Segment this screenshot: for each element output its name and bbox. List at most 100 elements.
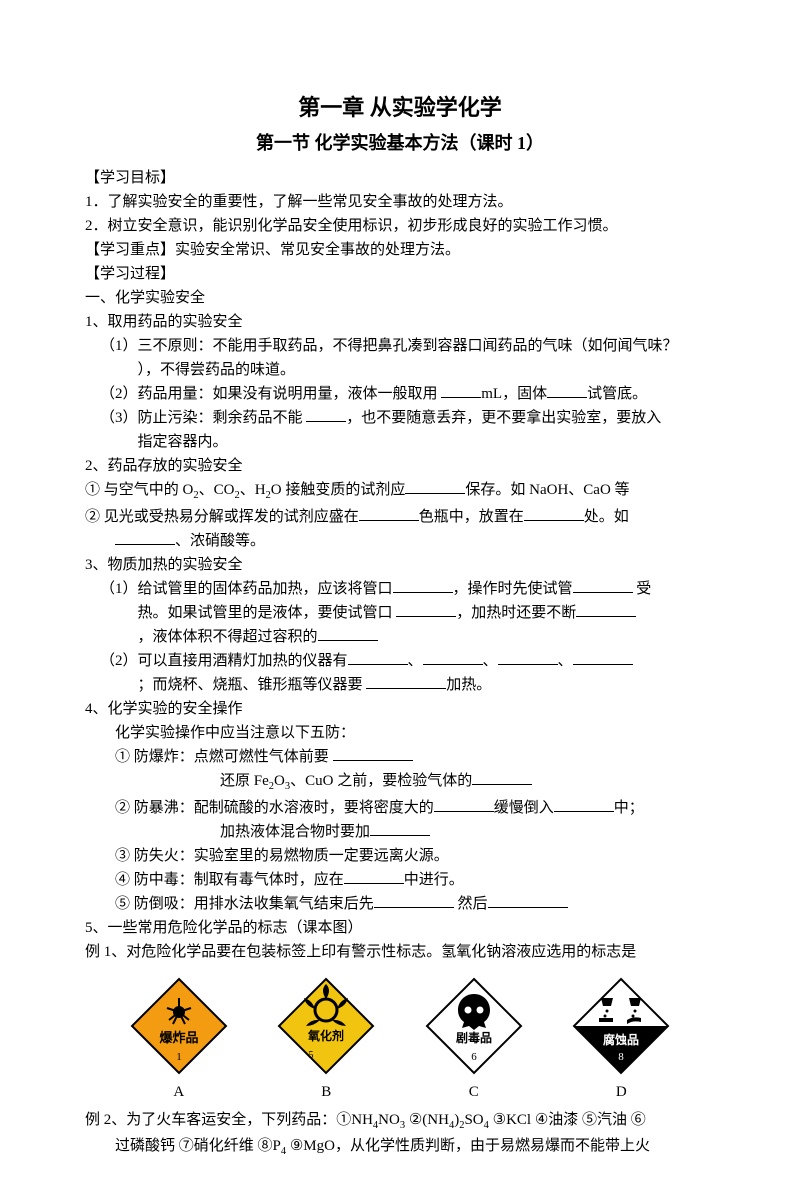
text: 加热。 — [446, 677, 491, 693]
blank — [393, 578, 453, 593]
section-title: 第一节 化学实验基本方法（课时 1） — [85, 129, 715, 158]
example-2-cont: 过磷酸钙 ⑦硝化纤维 ⑧P4 ⑨MgO，从化学性质判断，由于易燃易爆而不能带上火 — [85, 1134, 715, 1161]
keypoints-heading: 【学习重点】实验安全常识、常见安全事故的处理方法。 — [85, 238, 715, 262]
objectives-heading: 【学习目标】 — [85, 166, 715, 190]
blank — [576, 602, 636, 617]
item-1-4-1-cont: 还原 Fe2O3、CuO 之前，要检验气体的 — [85, 769, 715, 796]
hazard-labels: A B C D — [85, 1080, 715, 1104]
text: 中进行。 — [404, 872, 464, 888]
text: ② 防暴沸：配制硫酸的水溶液时，要将密度大的 — [115, 800, 434, 816]
svg-text:6: 6 — [471, 1051, 477, 1063]
text: 例 2、为了火车客运安全，下列药品：①NH — [85, 1112, 373, 1128]
blank — [547, 383, 587, 398]
item-1-2-2: ② 见光或受热易分解或挥发的试剂应盛在色瓶中，放置在处。如 — [85, 505, 715, 529]
label-d: D — [571, 1080, 671, 1104]
item-1-2-2-cont: 、浓硝酸等。 — [85, 529, 715, 553]
section-1-5: 5、一些常用危险化学品的标志（课本图） — [85, 916, 715, 940]
text: NO — [378, 1112, 400, 1128]
text: 、CO — [199, 482, 235, 498]
text: 、浓硝酸等。 — [175, 533, 265, 549]
text: 、 — [408, 653, 423, 669]
hazard-a: 爆炸品 1 — [129, 976, 229, 1076]
item-1-1-2: （2）药品用量：如果没有说明用量，液体一般取用 mL，固体试管底。 — [85, 382, 715, 406]
blank — [405, 479, 465, 494]
item-1-1-3-cont: 指定容器内。 — [85, 430, 715, 454]
text: 保存。如 NaOH、CaO 等 — [465, 482, 629, 498]
hazard-b: 氧化剂 5 — [276, 976, 376, 1076]
item-1-1-1: （1）三不原则：不能用手取药品，不得把鼻孔凑到容器口闻药品的气味（如何闻气味？ — [85, 334, 715, 358]
blank — [359, 506, 419, 521]
chapter-title: 第一章 从实验学化学 — [85, 90, 715, 125]
process-heading: 【学习过程】 — [85, 262, 715, 286]
text: ④ 防中毒：制取有毒气体时，应在 — [115, 872, 344, 888]
item-1-3-1: （1）给试管里的固体药品加热，应该将管口，操作时先使试管 受 — [85, 577, 715, 601]
item-1-1-3: （3）防止污染：剩余药品不能 ，也不要随意丢弃，更不要拿出实验室，要放入 — [85, 406, 715, 430]
svg-text:氧化剂: 氧化剂 — [307, 1028, 344, 1043]
text: 过磷酸钙 ⑦硝化纤维 ⑧P — [115, 1138, 281, 1154]
blank — [554, 797, 614, 812]
blank — [498, 650, 558, 665]
item-1-4-5: ⑤ 防倒吸：用排水法收集氧气结束后先 然后 — [85, 892, 715, 916]
label-c: C — [424, 1080, 524, 1104]
text: 中； — [614, 800, 644, 816]
svg-text:5: 5 — [309, 1050, 314, 1061]
blank — [524, 506, 584, 521]
item-1-1-1-cont: ），不得尝药品的味道。 — [85, 358, 715, 382]
blank — [366, 674, 446, 689]
svg-text:8: 8 — [619, 1051, 625, 1063]
text: （3）防止污染：剩余药品不能 — [100, 410, 306, 426]
item-1-4-1: ① 防爆炸：点燃可燃性气体前要 — [85, 745, 715, 769]
text: ，也不要随意丢弃，更不要拿出实验室，要放入 — [346, 410, 661, 426]
text: ②(NH — [405, 1112, 449, 1128]
text: （2）可以直接用酒精灯加热的仪器有 — [100, 653, 348, 669]
label-a: A — [129, 1080, 229, 1104]
text: ⑨MgO，从化学性质判断，由于易燃易爆而不能带上火 — [286, 1138, 650, 1154]
text: 、 — [483, 653, 498, 669]
text: ① 与空气中的 O — [85, 482, 193, 498]
blank — [333, 746, 413, 761]
text: ，加热时还要不断 — [456, 605, 576, 621]
text: （1）给试管里的固体药品加热，应该将管口 — [100, 581, 393, 597]
text: 缓慢倒入 — [494, 800, 554, 816]
blank — [374, 893, 454, 908]
section-1: 一、化学实验安全 — [85, 286, 715, 310]
text: ② 见光或受热易分解或挥发的试剂应盛在 — [85, 509, 359, 525]
text: 受 — [633, 581, 652, 597]
text: ③KCl ④油漆 ⑤汽油 ⑥ — [489, 1112, 646, 1128]
objective-1: 1．了解实验安全的重要性，了解一些常见安全事故的处理方法。 — [85, 190, 715, 214]
objective-2: 2．树立安全意识，能识别化学品安全使用标识，初步形成良好的实验工作习惯。 — [85, 214, 715, 238]
item-1-2-1: ① 与空气中的 O2、CO2、H2O 接触变质的试剂应保存。如 NaOH、CaO… — [85, 478, 715, 505]
text: ；而烧杯、烧瓶、锥形瓶等仪器要 — [138, 677, 367, 693]
blank — [344, 869, 404, 884]
toxic-icon: 剧毒品 6 — [424, 976, 524, 1076]
text: SO — [464, 1112, 483, 1128]
example-2: 例 2、为了火车客运安全，下列药品：①NH4NO3 ②(NH4)2SO4 ③KC… — [85, 1108, 715, 1135]
blank — [396, 602, 456, 617]
blank — [318, 626, 378, 641]
hazard-symbols-row: 爆炸品 1 氧化剂 5 剧毒品 6 — [85, 976, 715, 1076]
text: ，液体体积不得超过容积的 — [138, 629, 318, 645]
text: 试管底。 — [587, 386, 647, 402]
item-1-4-2: ② 防暴沸：配制硫酸的水溶液时，要将密度大的 缓慢倒入 中； — [85, 796, 715, 820]
text: 还原 Fe — [220, 773, 269, 789]
item-1-3-2-cont: ；而烧杯、烧瓶、锥形瓶等仪器要 加热。 — [85, 673, 715, 697]
svg-text:爆炸品: 爆炸品 — [159, 1030, 198, 1045]
blank — [423, 650, 483, 665]
text: mL，固体 — [481, 386, 547, 402]
text: 色瓶中，放置在 — [419, 509, 524, 525]
item-1-3-1-cont: 热。如果试管里的是液体，要使试管口 ，加热时还要不断 — [85, 601, 715, 625]
item-1-3-1-cont2: ，液体体积不得超过容积的 — [85, 625, 715, 649]
section-1-3: 3、物质加热的实验安全 — [85, 553, 715, 577]
text: 、CuO 之前，要检验气体的 — [290, 773, 472, 789]
section-1-2: 2、药品存放的实验安全 — [85, 454, 715, 478]
blank — [370, 821, 430, 836]
explosive-icon: 爆炸品 1 — [129, 976, 229, 1076]
example-1: 例 1、对危险化学品要在包装标签上印有警示性标志。氢氧化钠溶液应选用的标志是 — [85, 940, 715, 964]
blank — [115, 530, 175, 545]
text: （1）三不原则：不能用手取药品，不得把鼻孔凑到容器口闻药品的气味（如何闻气味？ — [100, 338, 678, 354]
text: 然后 — [454, 896, 488, 912]
section-1-4-intro: 化学实验操作中应当注意以下五防： — [85, 721, 715, 745]
section-1-4: 4、化学实验的安全操作 — [85, 697, 715, 721]
blank — [434, 797, 494, 812]
text: 加热液体混合物时要加 — [220, 824, 370, 840]
